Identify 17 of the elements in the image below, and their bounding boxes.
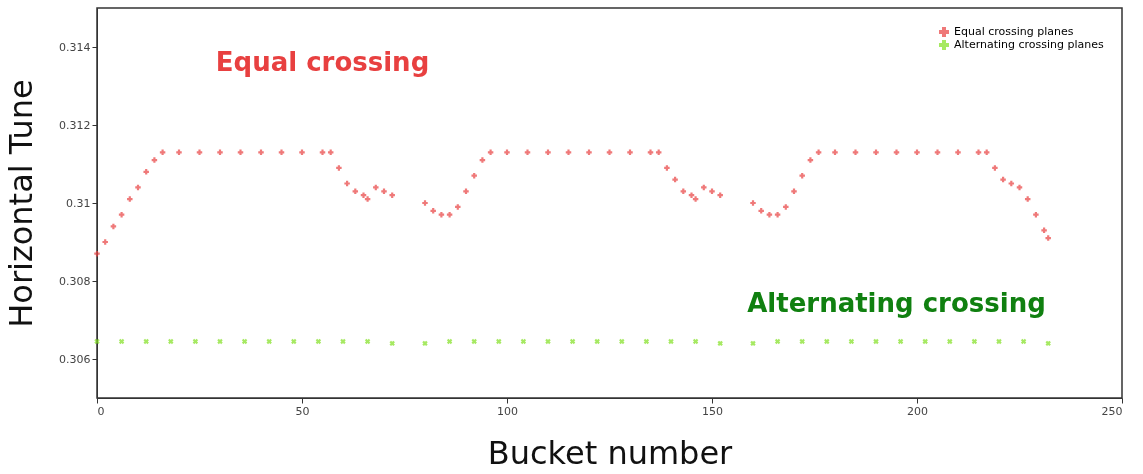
annotation: Alternating crossing — [747, 288, 1046, 319]
legend-label: Alternating crossing planes — [954, 38, 1105, 51]
x-tick-label: 150 — [702, 404, 723, 418]
y-axis-title: Horizontal Tune — [2, 79, 41, 328]
x-tick-label: 50 — [295, 404, 310, 418]
x-tick-label: 100 — [497, 404, 518, 418]
y-tick-label: 0.306 — [59, 352, 91, 366]
y-tick-label: 0.312 — [59, 118, 91, 132]
x-axis-title: Bucket number — [487, 433, 734, 472]
legend-label: Equal crossing planes — [954, 25, 1074, 38]
x-tick-label: 200 — [907, 404, 928, 418]
y-tick-label: 0.31 — [66, 196, 91, 210]
annotation: Equal crossing — [215, 46, 430, 77]
x-tick-label: 0 — [97, 404, 105, 418]
y-tick-label: 0.308 — [59, 274, 91, 288]
x-tick-label: 250 — [1101, 404, 1123, 418]
y-tick-label: 0.314 — [59, 40, 91, 54]
